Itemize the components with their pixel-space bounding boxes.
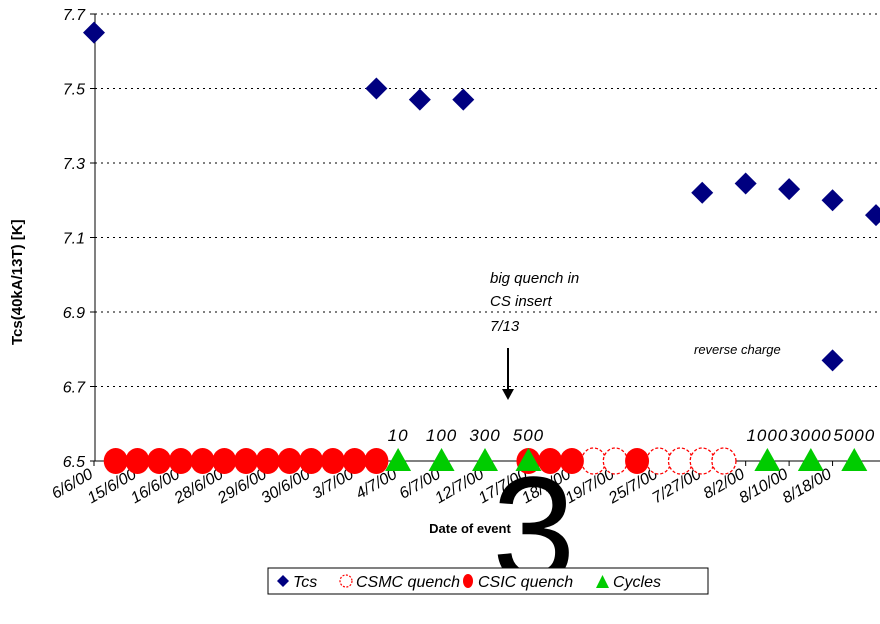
csic-quench-point [299, 448, 324, 474]
tcs-point [821, 189, 844, 212]
legend-label-tcs: Tcs [293, 574, 317, 591]
tcs-point [778, 178, 801, 201]
tcs-point [865, 204, 880, 227]
csmc-quench-point [580, 447, 607, 475]
data-marks [83, 21, 880, 475]
annotation-big-quench-line1: big quench in [490, 270, 579, 287]
csic-quench-point [234, 448, 259, 474]
cycle-count-label: 1000 [746, 426, 788, 445]
csmc-quench-point [602, 447, 628, 475]
tcs-point [734, 172, 757, 195]
legend-label-csic-quench: CSIC quench [478, 574, 573, 591]
y-tick-label: 7.7 [63, 7, 86, 24]
legend-filled-circle-icon [463, 574, 473, 588]
csic-quench-point [125, 448, 150, 474]
tcs-point [408, 88, 431, 111]
y-axis-label: Tcs(40kA/13T) [K] [9, 219, 26, 345]
cycles-point [841, 448, 868, 471]
csic-quench-point [625, 448, 650, 474]
cycle-count-label: 300 [469, 426, 500, 445]
tcs-point [365, 77, 388, 100]
csic-quench-point [255, 448, 280, 474]
x-tick-label: 12/7/00 [432, 466, 487, 507]
cycle-count-label: 500 [513, 426, 544, 445]
csic-quench-point [147, 448, 172, 474]
tcs-point [452, 88, 475, 111]
gridlines [90, 13, 880, 466]
csic-quench-point [212, 448, 237, 474]
y-tick-label: 7.1 [63, 231, 85, 248]
annotation-big-quench-line3: 7/13 [490, 318, 520, 335]
tcs-point [83, 21, 105, 44]
y-tick-label: 6.5 [63, 454, 85, 471]
cycles-point [385, 448, 412, 471]
legend-diamond-icon [277, 575, 289, 587]
y-tick-labels: 7.7 7.5 7.3 7.1 6.9 6.7 6.5 [63, 7, 86, 471]
csic-quench-point [190, 448, 215, 474]
csic-quench-point [538, 448, 563, 474]
csic-quench-point [168, 448, 193, 474]
down-arrow-icon [502, 348, 514, 400]
cycles-point [754, 448, 781, 471]
cycles-point [515, 448, 542, 471]
x-tick-label: 8/10/00 [736, 466, 791, 507]
cycles-point [797, 448, 824, 471]
x-tick-label: 8/18/00 [780, 466, 835, 507]
cycles-point [472, 448, 498, 471]
csmc-quench-point [646, 447, 672, 475]
cycles-point [428, 448, 455, 471]
csic-quench-point [103, 448, 128, 474]
y-tick-label: 7.3 [63, 156, 85, 173]
cycle-count-label: 10 [388, 426, 409, 445]
csmc-quench-point [711, 447, 737, 475]
annotation-reverse-charge: reverse charge [694, 342, 781, 357]
csic-quench-point [559, 448, 584, 474]
csic-quench-point [277, 448, 302, 474]
cycle-count-label: 3000 [790, 426, 832, 445]
annotation-big-quench-line2: CS insert [490, 293, 553, 310]
y-tick-label: 6.9 [63, 305, 85, 322]
legend-triangle-icon [596, 575, 609, 588]
csic-quench-point [342, 448, 367, 474]
legend-label-cycles: Cycles [613, 574, 661, 591]
csic-quench-point [364, 448, 389, 474]
tcs-point [821, 349, 844, 372]
cycle-count-label: 5000 [833, 426, 875, 445]
x-axis-label: Date of event [429, 521, 511, 536]
y-tick-label: 6.7 [63, 380, 86, 397]
cycle-labels: 10 100 300 500 1000 3000 5000 [388, 426, 875, 445]
legend-open-circle-icon [339, 574, 353, 588]
csic-quench-point [320, 448, 345, 474]
csmc-quench-point [689, 447, 715, 475]
legend-label-csmc-quench: CSMC quench [356, 574, 460, 591]
legend: Tcs CSMC quench CSIC quench Cycles [267, 567, 709, 595]
csmc-quench-point [667, 447, 694, 475]
cycle-count-label: 100 [426, 426, 457, 445]
y-tick-label: 7.5 [63, 82, 85, 99]
tcs-point [691, 181, 714, 204]
